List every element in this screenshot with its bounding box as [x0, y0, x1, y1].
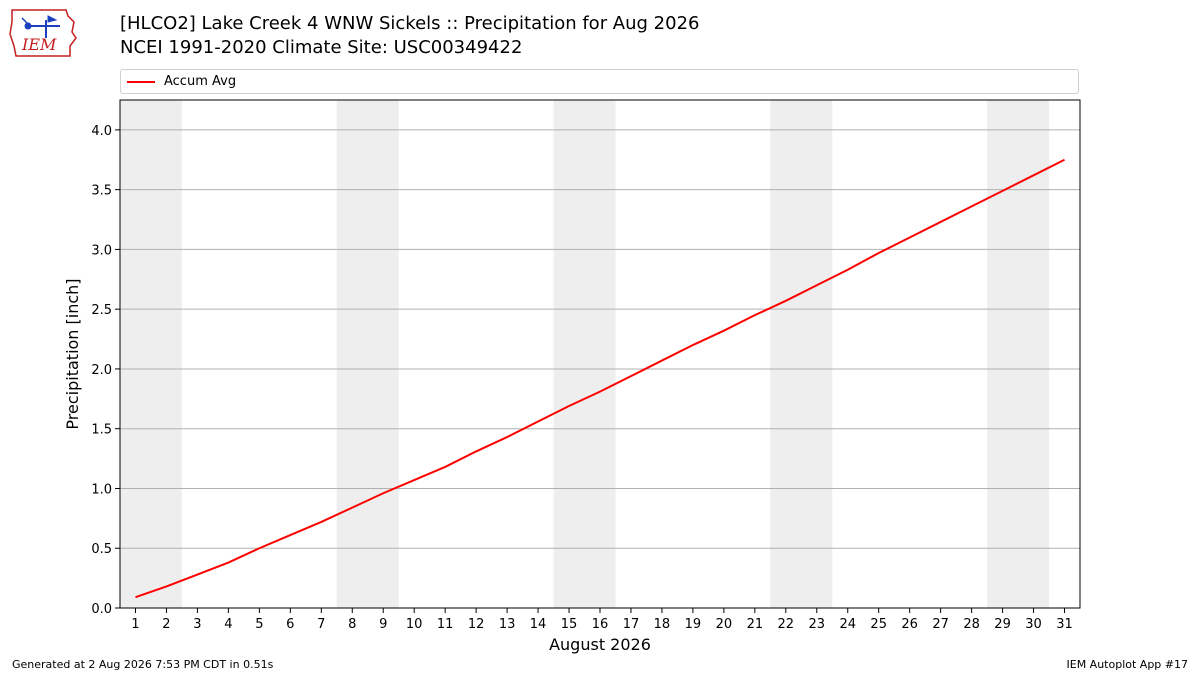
y-axis-label: Precipitation [inch] — [63, 278, 82, 429]
legend: Accum Avg — [120, 69, 1079, 94]
y-tick-label: 0.5 — [91, 542, 112, 557]
series-line-accum-avg — [135, 158, 1065, 599]
x-tick-label: 3 — [193, 617, 201, 632]
x-tick-label: 8 — [348, 617, 356, 632]
x-tick-label: 12 — [468, 617, 485, 632]
x-tick-label: 1 — [131, 617, 139, 632]
logo-text: IEM — [21, 35, 57, 54]
x-tick-label: 2 — [162, 617, 170, 632]
x-tick-label: 16 — [592, 617, 609, 632]
x-tick-label: 9 — [379, 617, 387, 632]
weekend-band — [120, 100, 182, 608]
y-axis: 0.0 0.5 1.0 1.5 2.0 2.5 3.0 3.5 4.0 — [91, 124, 120, 617]
footer-app-label: IEM Autoplot App #17 — [1066, 658, 1189, 671]
x-tick-label: 14 — [530, 617, 547, 632]
y-tick-label: 4.0 — [91, 124, 112, 139]
weekend-band — [336, 100, 399, 608]
x-tick-label: 23 — [809, 617, 826, 632]
x-tick-label: 6 — [286, 617, 294, 632]
x-axis: 1 2 3 4 5 6 7 8 9 10 11 12 13 14 15 16 17 18 19 20 21 22 23 24 2… — [131, 608, 1073, 632]
x-tick-label: 13 — [499, 617, 516, 632]
x-tick-label: 24 — [839, 617, 856, 632]
weekend-band — [770, 100, 833, 608]
x-tick-label: 19 — [685, 617, 702, 632]
y-tick-label: 0.0 — [91, 602, 112, 617]
x-tick-label: 17 — [623, 617, 640, 632]
x-tick-label: 20 — [716, 617, 733, 632]
weather-station-icon — [21, 15, 60, 38]
x-tick-label: 21 — [747, 617, 764, 632]
y-tick-label: 1.5 — [91, 423, 112, 438]
y-tick-label: 1.0 — [91, 482, 112, 497]
legend-swatch-accum-avg — [127, 81, 155, 83]
x-tick-label: 5 — [255, 617, 263, 632]
iem-logo: IEM — [9, 9, 77, 57]
weekend-bands — [120, 100, 1050, 608]
y-tick-label: 3.0 — [91, 243, 112, 258]
x-tick-label: 31 — [1056, 617, 1073, 632]
x-tick-label: 29 — [994, 617, 1011, 632]
y-tick-label: 2.5 — [91, 303, 112, 318]
x-tick-label: 30 — [1025, 617, 1042, 632]
series-lines — [135, 158, 1065, 599]
footer-generated-note: Generated at 2 Aug 2026 7:53 PM CDT in 0… — [12, 658, 274, 671]
x-tick-label: 26 — [901, 617, 918, 632]
x-axis-label: August 2026 — [549, 635, 651, 654]
y-tick-label: 3.5 — [91, 184, 112, 199]
iowa-outline-icon — [9, 9, 77, 57]
x-tick-label: 25 — [870, 617, 887, 632]
y-tick-label: 2.0 — [91, 363, 112, 378]
chart-title: [HLCO2] Lake Creek 4 WNW Sickels :: Prec… — [120, 13, 700, 34]
x-tick-label: 28 — [963, 617, 980, 632]
weekend-band — [987, 100, 1050, 608]
weekend-band — [553, 100, 616, 608]
x-tick-label: 27 — [932, 617, 949, 632]
x-tick-label: 18 — [654, 617, 671, 632]
x-tick-label: 11 — [437, 617, 454, 632]
x-tick-label: 22 — [778, 617, 795, 632]
legend-label-accum-avg: Accum Avg — [164, 74, 237, 89]
x-tick-label: 7 — [317, 617, 325, 632]
x-tick-label: 15 — [561, 617, 578, 632]
x-tick-label: 4 — [224, 617, 232, 632]
x-tick-label: 10 — [406, 617, 423, 632]
grid-lines — [120, 129, 1080, 609]
plot-frame — [119, 99, 1081, 609]
chart-subtitle: NCEI 1991-2020 Climate Site: USC00349422 — [120, 37, 523, 58]
